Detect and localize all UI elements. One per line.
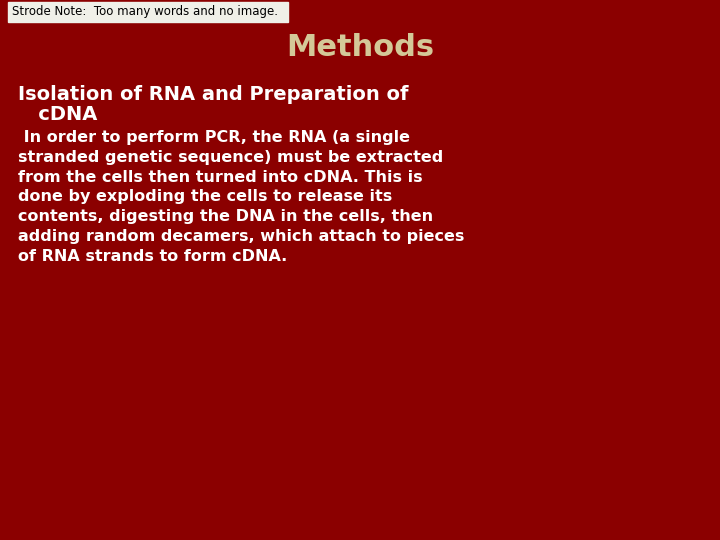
Text: Strode Note:  Too many words and no image.: Strode Note: Too many words and no image… xyxy=(12,5,278,18)
FancyBboxPatch shape xyxy=(8,2,288,22)
Text: cDNA: cDNA xyxy=(18,105,97,124)
Text: In order to perform PCR, the RNA (a single
stranded genetic sequence) must be ex: In order to perform PCR, the RNA (a sing… xyxy=(18,130,464,264)
Text: Methods: Methods xyxy=(286,33,434,63)
Text: Isolation of RNA and Preparation of: Isolation of RNA and Preparation of xyxy=(18,85,408,104)
